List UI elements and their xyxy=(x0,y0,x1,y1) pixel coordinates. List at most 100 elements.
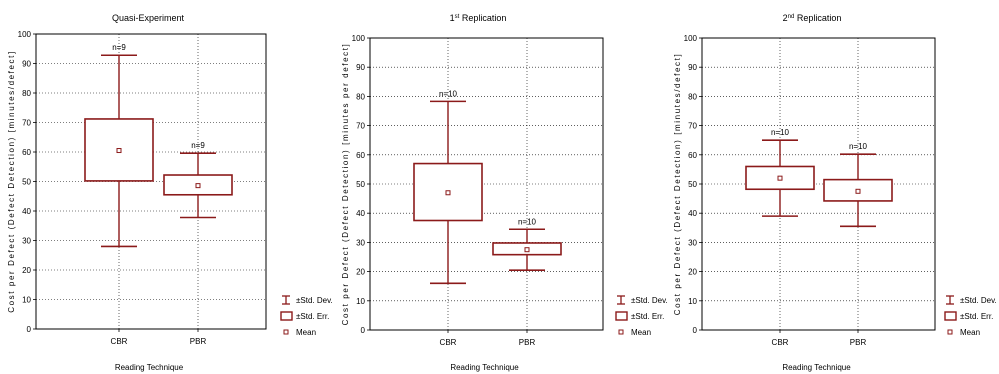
y-tick-label: 0 xyxy=(693,326,698,335)
chart-title-main: 1 xyxy=(450,13,455,23)
legend: ±Std. Dev. ±Std. Err. Mean xyxy=(615,295,668,337)
y-tick-label: 10 xyxy=(688,297,697,306)
y-tick-label: 60 xyxy=(356,151,365,160)
x-tick-label: CBR xyxy=(111,337,128,346)
y-tick-label: 60 xyxy=(22,148,31,157)
legend-box-icon xyxy=(615,311,628,321)
legend-mean-marker-icon xyxy=(618,329,624,335)
legend-label-std-err: ±Std. Err. xyxy=(631,312,664,321)
chart-title: 2nd Replication xyxy=(783,13,842,23)
box-group-pbr: n=9 xyxy=(163,141,233,219)
se-box xyxy=(84,118,154,182)
chart-title-rest: Replication xyxy=(459,13,506,23)
y-tick-label: 80 xyxy=(688,92,697,101)
y-tick-label: 50 xyxy=(22,178,31,187)
box-group-pbr: n=10 xyxy=(492,217,562,271)
mean-marker xyxy=(524,247,530,253)
y-axis-label: Cost per Defect (Defect Detection) [minu… xyxy=(673,53,682,316)
box-group-cbr: n=9 xyxy=(84,43,154,248)
x-tick-label: CBR xyxy=(772,338,789,347)
y-tick-label: 50 xyxy=(688,180,697,189)
y-tick-label: 90 xyxy=(688,63,697,72)
legend: ±Std. Dev. ±Std. Err. Mean xyxy=(280,295,333,337)
y-tick-label: 70 xyxy=(356,122,365,131)
y-tick-label: 20 xyxy=(356,268,365,277)
y-tick-label: 20 xyxy=(22,266,31,275)
chart-title-sup: nd xyxy=(788,14,795,20)
y-tick-label: 90 xyxy=(22,60,31,69)
y-tick-label: 80 xyxy=(22,89,31,98)
y-tick-label: 100 xyxy=(684,34,698,43)
y-tick-label: 70 xyxy=(688,122,697,131)
legend-label-mean: Mean xyxy=(960,328,980,337)
y-tick-label: 10 xyxy=(356,297,365,306)
legend-box-icon xyxy=(944,311,957,321)
y-tick-label: 40 xyxy=(22,207,31,216)
legend: ±Std. Dev. ±Std. Err. Mean xyxy=(944,295,997,337)
y-tick-label: 10 xyxy=(22,296,31,305)
n-label: n=10 xyxy=(849,142,868,151)
legend-label-std-dev: ±Std. Dev. xyxy=(631,296,668,305)
x-tick-label: CBR xyxy=(440,338,457,347)
n-label: n=9 xyxy=(191,141,205,150)
legend-label-std-err: ±Std. Err. xyxy=(960,312,993,321)
chart-panel-1: Quasi-Experiment 0 10 20 30 40 50 60 70 80 90 100 CB… xyxy=(7,13,333,372)
x-tick-label: PBR xyxy=(850,338,867,347)
box-group-cbr: n=10 xyxy=(413,89,483,285)
y-tick-label: 30 xyxy=(356,238,365,247)
legend-box-icon xyxy=(280,311,293,321)
y-tick-label: 40 xyxy=(688,209,697,218)
y-axis-label: Cost per Defect (Defect Detection) [minu… xyxy=(341,43,350,326)
legend-label-mean: Mean xyxy=(296,328,316,337)
box-group-cbr: n=10 xyxy=(745,128,815,217)
y-axis-label: Cost per Defect (Defect Detection) [minu… xyxy=(7,50,16,313)
legend-label-std-dev: ±Std. Dev. xyxy=(960,296,997,305)
plot-frame xyxy=(369,37,604,331)
plot-frame xyxy=(35,33,267,330)
mean-marker xyxy=(777,175,783,181)
y-tick-label: 40 xyxy=(356,209,365,218)
mean-marker xyxy=(116,148,122,154)
legend-label-std-err: ±Std. Err. xyxy=(296,312,329,321)
legend-label-mean: Mean xyxy=(631,328,651,337)
x-axis-label: Reading Technique xyxy=(450,363,519,372)
y-tick-label: 70 xyxy=(22,119,31,128)
se-box xyxy=(413,162,483,222)
y-tick-label: 90 xyxy=(356,63,365,72)
y-tick-label: 0 xyxy=(361,326,366,335)
legend-mean-marker-icon xyxy=(947,329,953,335)
x-tick-label: PBR xyxy=(519,338,536,347)
mean-marker xyxy=(855,188,861,194)
y-tick-label: 30 xyxy=(22,237,31,246)
y-tick-label: 100 xyxy=(352,34,366,43)
y-tick-label: 100 xyxy=(18,30,32,39)
chart-title-main: 2 xyxy=(783,13,788,23)
box-group-pbr: n=10 xyxy=(823,142,893,228)
n-label: n=10 xyxy=(518,217,537,226)
chart-title: 1st Replication xyxy=(450,13,507,23)
chart-title-rest: Replication xyxy=(794,13,841,23)
y-tick-label: 0 xyxy=(27,325,32,334)
plot-frame xyxy=(701,37,936,331)
y-tick-label: 50 xyxy=(356,180,365,189)
y-tick-label: 80 xyxy=(356,92,365,101)
mean-marker xyxy=(195,183,201,189)
chart-panel-2: 1st Replication 0 10 20 30 40 50 60 70 80 90 100 CBR… xyxy=(341,13,668,372)
n-label: n=9 xyxy=(112,43,126,52)
n-label: n=10 xyxy=(771,128,790,137)
x-axis-label: Reading Technique xyxy=(782,363,851,372)
y-tick-label: 20 xyxy=(688,268,697,277)
mean-marker xyxy=(445,190,451,196)
x-axis-label: Reading Technique xyxy=(115,363,184,372)
chart-title: Quasi-Experiment xyxy=(112,13,185,23)
legend-mean-marker-icon xyxy=(283,329,289,335)
chart-title-main: Quasi-Experiment xyxy=(112,13,185,23)
legend-label-std-dev: ±Std. Dev. xyxy=(296,296,333,305)
chart-title-sup: st xyxy=(455,14,460,20)
y-tick-label: 30 xyxy=(688,238,697,247)
chart-panel-3: 2nd Replication 0 10 20 30 40 50 60 70 80 90 100 CBR… xyxy=(673,13,997,372)
y-tick-label: 60 xyxy=(688,151,697,160)
x-tick-label: PBR xyxy=(190,337,207,346)
n-label: n=10 xyxy=(439,89,458,98)
